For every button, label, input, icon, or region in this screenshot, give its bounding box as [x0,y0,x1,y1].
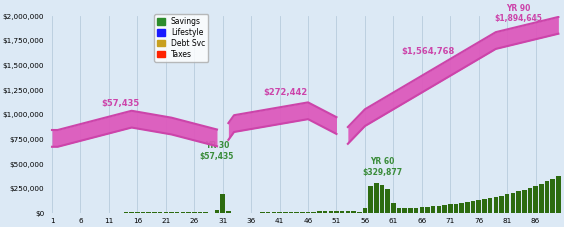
Bar [374,183,378,213]
Bar [317,212,321,213]
Bar [351,211,356,213]
Bar [152,212,157,213]
Bar [391,203,396,213]
Bar [328,211,333,213]
Bar [311,212,316,213]
Bar [277,212,282,213]
Bar [147,212,151,213]
Bar [169,212,174,213]
Bar [215,210,219,213]
Bar [385,189,390,213]
Bar [453,204,458,213]
Bar [363,208,367,213]
Bar [306,212,310,213]
Text: YR 90
$1,894,645: YR 90 $1,894,645 [495,4,543,23]
Bar [442,205,447,213]
Bar [192,212,196,213]
Bar [397,208,402,213]
Bar [539,183,544,213]
Bar [112,212,117,213]
Bar [209,212,214,213]
Bar [186,212,191,213]
Bar [528,188,532,213]
Bar [135,212,140,213]
Bar [516,191,521,213]
Bar [448,204,452,213]
Bar [221,194,225,213]
Bar [482,199,487,213]
Bar [226,211,231,213]
Bar [124,212,128,213]
Bar [340,211,345,213]
Bar [260,212,265,213]
Bar [141,212,146,213]
Bar [118,212,122,213]
Bar [534,186,538,213]
Bar [272,212,276,213]
Bar [323,211,327,213]
Text: YR 60
$329,877: YR 60 $329,877 [362,158,402,177]
Bar [437,206,441,213]
Bar [300,212,305,213]
Bar [197,212,202,213]
Text: YR 30
$57,435: YR 30 $57,435 [200,141,234,161]
Bar [465,202,470,213]
Bar [494,197,498,213]
Bar [129,212,134,213]
Text: $272,442: $272,442 [263,89,307,97]
Bar [254,212,259,213]
Legend: Savings, Lifestyle, Debt Svc, Taxes: Savings, Lifestyle, Debt Svc, Taxes [154,14,208,62]
Bar [556,176,561,213]
Bar [346,211,350,213]
Bar [289,212,293,213]
Bar [357,212,362,213]
Bar [380,185,384,213]
Bar [510,193,515,213]
Bar [545,181,549,213]
Bar [283,212,288,213]
Bar [471,201,475,213]
Bar [499,196,504,213]
Bar [459,203,464,213]
Bar [294,212,299,213]
Bar [164,212,168,213]
Bar [266,212,271,213]
Bar [180,212,185,213]
Bar [158,212,162,213]
Bar [550,179,555,213]
Text: $1,564,768: $1,564,768 [401,47,454,56]
Bar [420,207,424,213]
Bar [414,208,418,213]
Bar [175,212,179,213]
Bar [408,208,413,213]
Bar [368,186,373,213]
Text: $57,435: $57,435 [101,99,139,108]
Bar [431,206,435,213]
Bar [425,207,430,213]
Bar [488,198,492,213]
Bar [522,190,527,213]
Bar [334,211,339,213]
Bar [204,212,208,213]
Bar [505,194,509,213]
Bar [403,208,407,213]
Bar [477,200,481,213]
